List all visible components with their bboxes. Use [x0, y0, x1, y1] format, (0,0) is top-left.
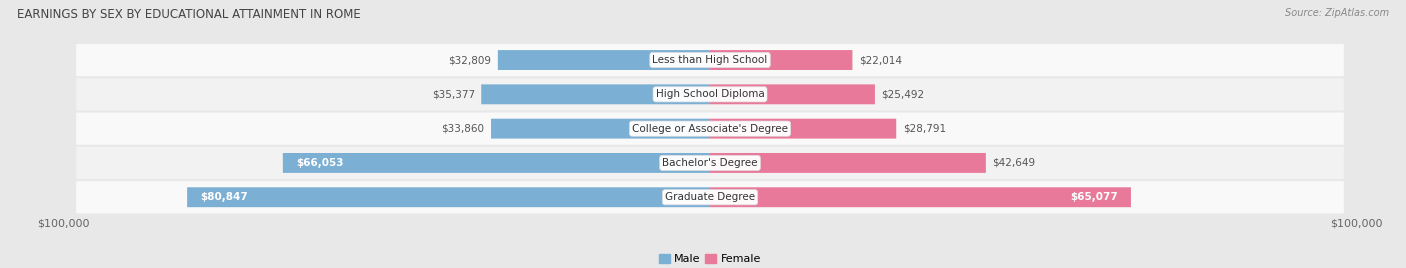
FancyBboxPatch shape: [710, 50, 852, 70]
Legend: Male, Female: Male, Female: [654, 250, 766, 268]
Text: $42,649: $42,649: [993, 158, 1035, 168]
FancyBboxPatch shape: [710, 187, 1130, 207]
Text: EARNINGS BY SEX BY EDUCATIONAL ATTAINMENT IN ROME: EARNINGS BY SEX BY EDUCATIONAL ATTAINMEN…: [17, 8, 360, 21]
Text: Bachelor's Degree: Bachelor's Degree: [662, 158, 758, 168]
Text: $80,847: $80,847: [200, 192, 247, 202]
FancyBboxPatch shape: [187, 187, 710, 207]
FancyBboxPatch shape: [76, 78, 1344, 110]
Text: $22,014: $22,014: [859, 55, 901, 65]
Text: College or Associate's Degree: College or Associate's Degree: [633, 124, 787, 134]
FancyBboxPatch shape: [76, 113, 1344, 145]
FancyBboxPatch shape: [710, 119, 896, 139]
FancyBboxPatch shape: [498, 50, 710, 70]
Text: $65,077: $65,077: [1070, 192, 1118, 202]
Text: $32,809: $32,809: [449, 55, 491, 65]
FancyBboxPatch shape: [283, 153, 710, 173]
FancyBboxPatch shape: [710, 153, 986, 173]
Text: Graduate Degree: Graduate Degree: [665, 192, 755, 202]
FancyBboxPatch shape: [76, 181, 1344, 213]
Text: $35,377: $35,377: [432, 89, 475, 99]
FancyBboxPatch shape: [76, 44, 1344, 76]
FancyBboxPatch shape: [76, 147, 1344, 179]
Text: High School Diploma: High School Diploma: [655, 89, 765, 99]
FancyBboxPatch shape: [491, 119, 710, 139]
Text: Less than High School: Less than High School: [652, 55, 768, 65]
Text: $28,791: $28,791: [903, 124, 946, 134]
FancyBboxPatch shape: [710, 84, 875, 104]
Text: $25,492: $25,492: [882, 89, 925, 99]
FancyBboxPatch shape: [481, 84, 710, 104]
Text: $66,053: $66,053: [295, 158, 343, 168]
Text: $33,860: $33,860: [441, 124, 485, 134]
Text: Source: ZipAtlas.com: Source: ZipAtlas.com: [1285, 8, 1389, 18]
